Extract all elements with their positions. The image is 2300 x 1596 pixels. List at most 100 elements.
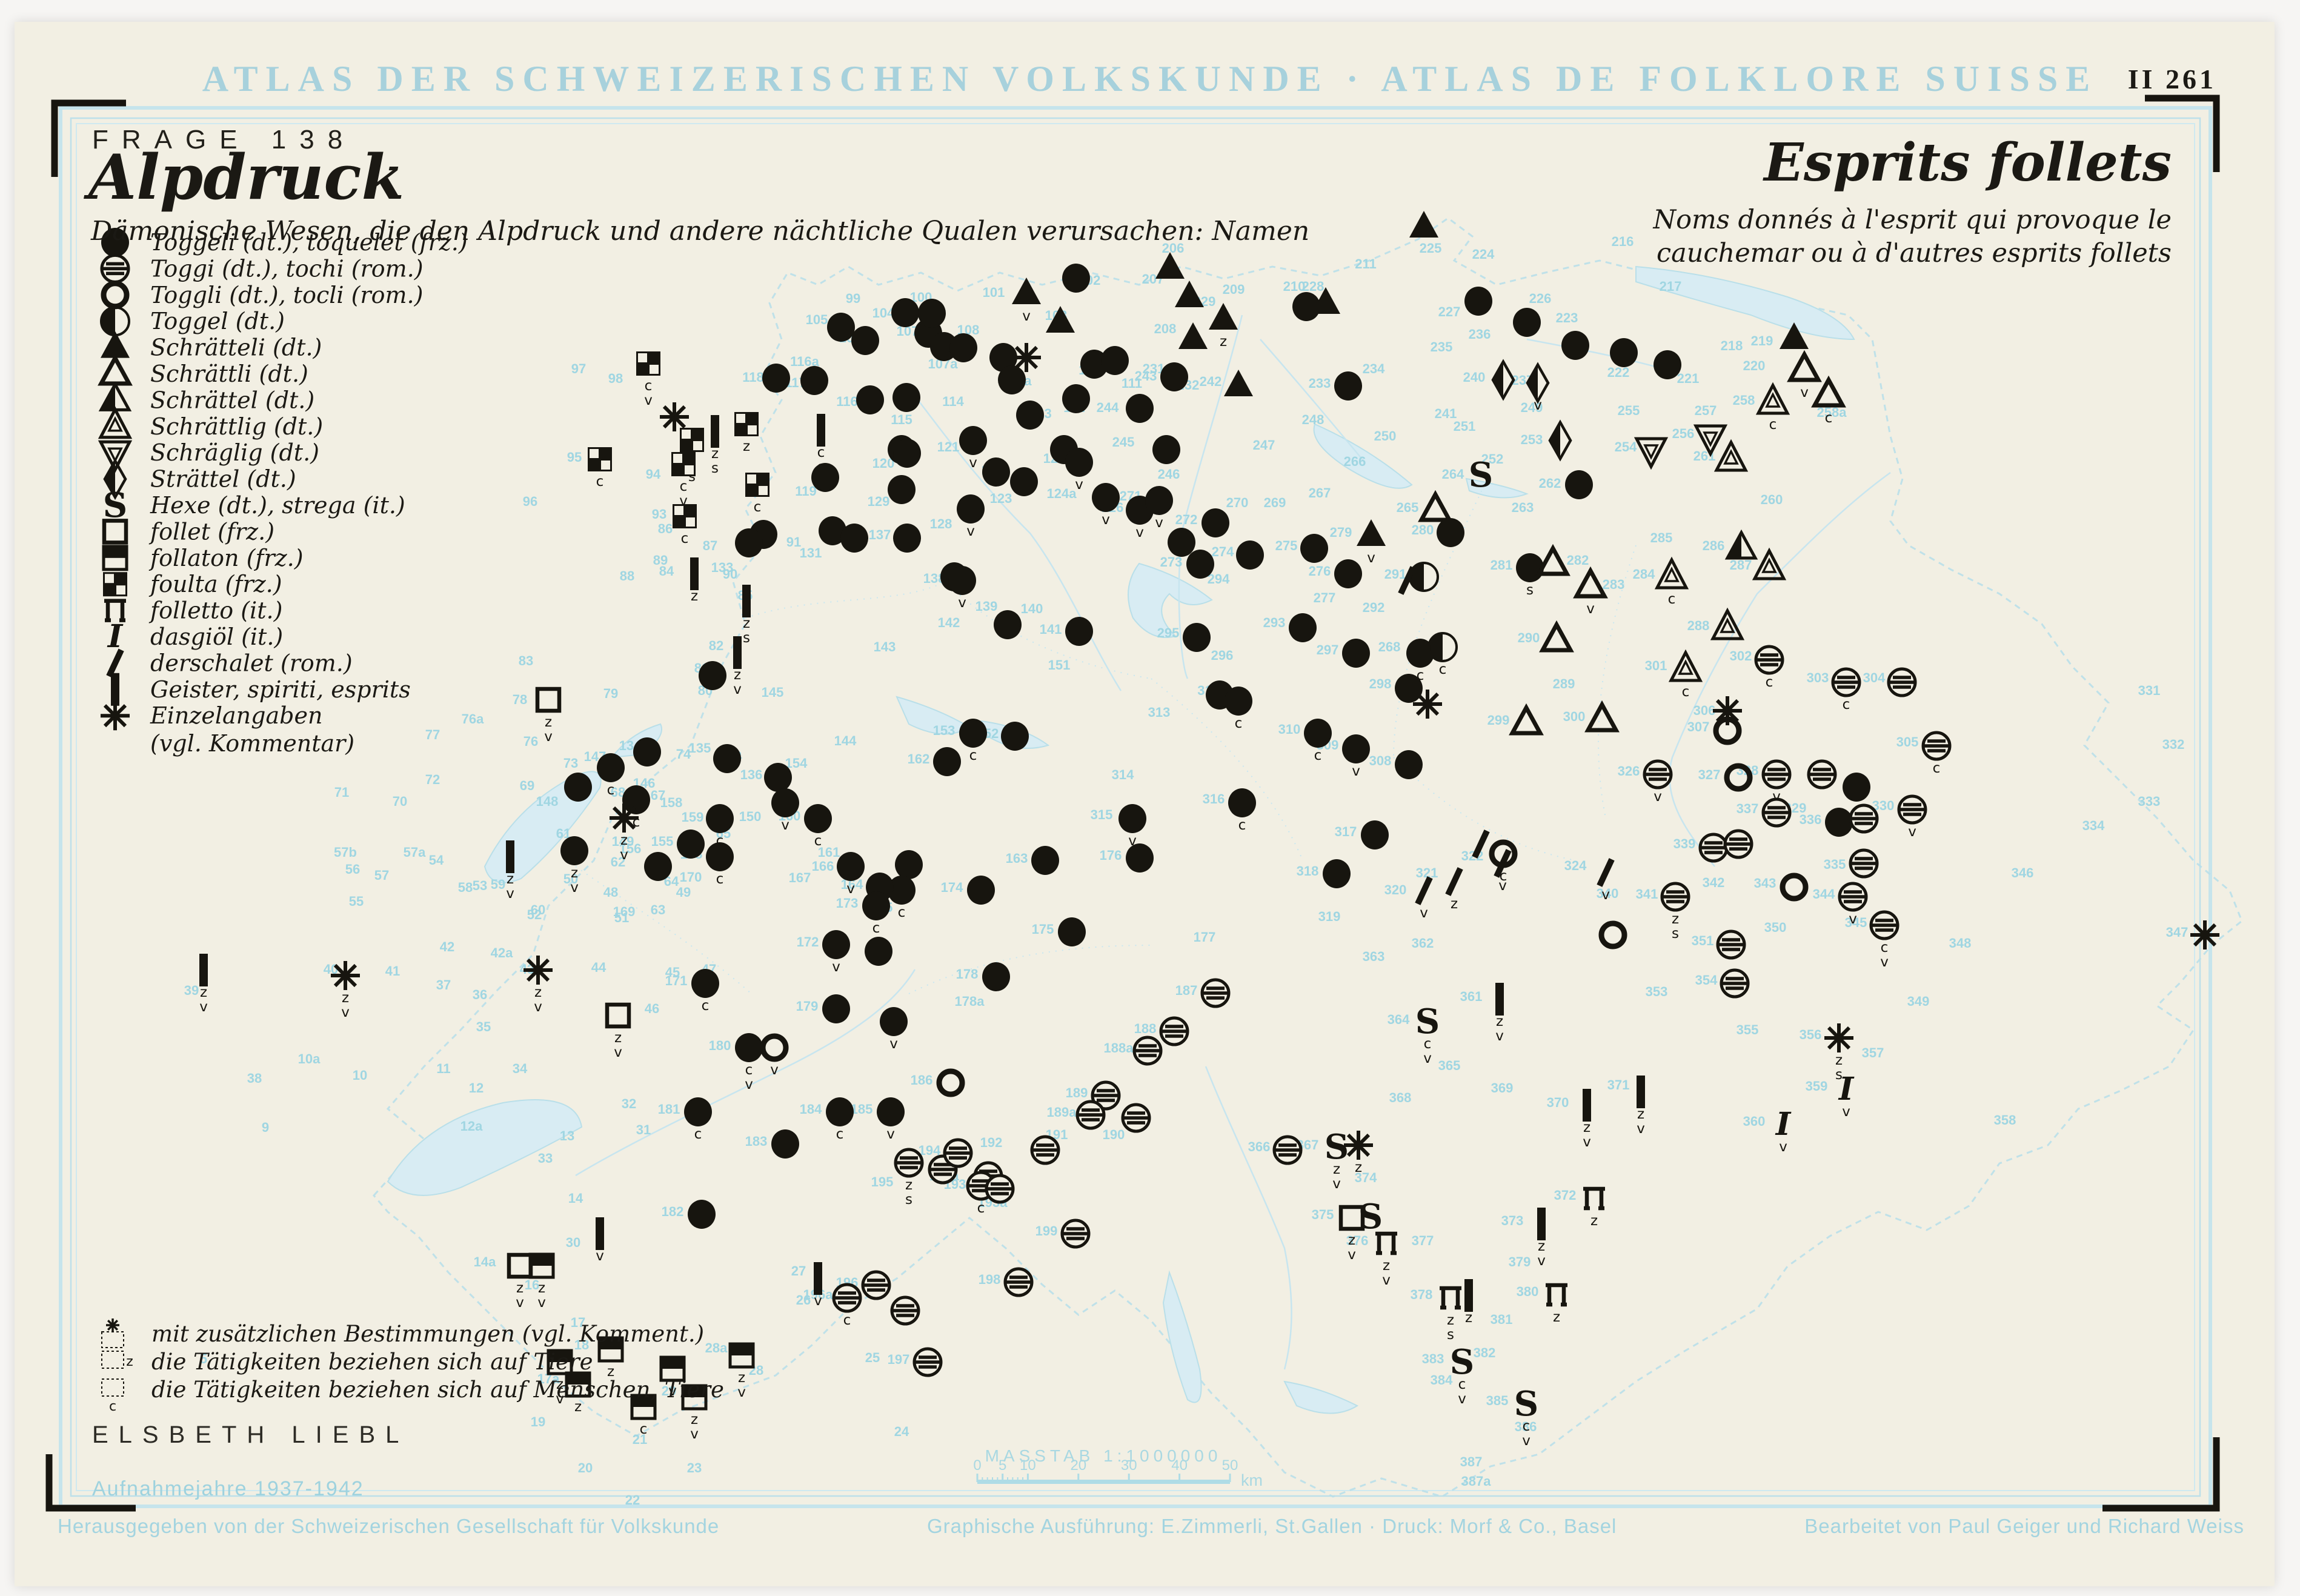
symbol-modifier: z [1553,1309,1560,1325]
map-symbol-sl [1472,830,1490,859]
map-symbol-c [1031,846,1059,875]
author-name: ELSBETH LIEBL [92,1421,410,1448]
region-label-194: 194 [919,1143,941,1158]
map-symbol-c: c [1225,687,1252,731]
legend-label: follet (frz.) [148,518,274,545]
region-label-379: 379 [1509,1254,1531,1269]
legend-symbol-sqq [103,572,127,597]
region-label-169: 169 [613,904,636,919]
symbol-modifier: z [574,1399,582,1415]
scale-tick-label: 40 [1171,1457,1188,1474]
map-symbol-ch [1003,1267,1034,1297]
map-symbol-pi: z [1546,1283,1567,1325]
region-label-53: 53 [473,878,487,893]
map-symbol-sqq: z [734,412,759,454]
region-label-87: 87 [703,538,717,553]
region-label-217: 217 [1660,279,1682,294]
region-label-354: 354 [1695,973,1718,988]
legend-label: follaton (frz.) [148,545,304,571]
region-label-91: 91 [786,534,801,550]
corner-bracket-top-right [2145,95,2220,172]
symbol-modifier: v [570,880,579,896]
map-symbol-b: z [690,557,699,604]
region-label-299: 299 [1487,713,1510,728]
region-label-183: 183 [745,1134,768,1149]
map-symbol-sq: zv [605,1002,631,1060]
symbol-modifier: v [1842,1104,1850,1120]
map-symbol-c: c [706,842,734,887]
map-symbol-sqq: cv [636,351,660,408]
lake [1313,423,1413,489]
region-label-368: 368 [1389,1090,1412,1105]
region-label-181: 181 [658,1102,680,1117]
legend-label: Hexe (dt.), strega (it.) [150,492,405,519]
map-symbol-c [893,439,921,468]
region-label-12: 12 [469,1080,484,1096]
map-symbol-a [660,402,689,431]
map-symbol-pi: zs [1440,1286,1461,1343]
region-label-206: 206 [1162,241,1185,256]
symbol-modifier: v [1022,308,1031,324]
region-label-294: 294 [1208,571,1230,587]
symbol-modifier: z [1451,896,1458,912]
map-symbol-c [895,850,923,879]
map-symbol-c [764,763,792,792]
river [908,387,1122,691]
map-symbol-hc [1409,562,1439,592]
symbol-modifier: v [1135,525,1144,540]
region-label-119: 119 [795,484,817,499]
region-label-331: 331 [2138,683,2161,698]
region-label-105: 105 [806,312,828,327]
any-symbol-box [101,1378,124,1397]
region-label-310: 310 [1278,722,1301,737]
region-label-305: 305 [1896,734,1919,750]
page-title: Alpdruck [88,141,405,214]
legend: Toggeli (dt.), toquelet (frz.)Toggi (dt.… [98,228,468,757]
map-symbol-ch [943,1138,973,1168]
region-label-93: 93 [652,507,666,522]
map-symbol-S: Szv [1324,1127,1349,1192]
map-symbol-c [949,333,977,362]
map-symbol-sqh: z [597,1336,624,1380]
region-label-30: 30 [566,1235,580,1250]
map-symbol-c [982,962,1010,991]
map-symbol-ch: c [1831,667,1861,713]
symbol-modifier: c [754,499,762,515]
map-symbol-b: zv [733,636,742,697]
region-label-343: 343 [1754,876,1777,891]
region-label-369: 369 [1491,1080,1514,1096]
map-symbol-a [1413,690,1442,719]
map-symbol-c [735,528,763,557]
symbol-modifier: v [846,881,855,897]
map-symbol-c [1361,820,1389,850]
legend-symbol-o [101,281,130,310]
canton-boundary [1393,757,1576,861]
map-symbol-t [1224,370,1253,396]
map-symbol-c: c [706,804,734,849]
map-symbol-sqh: zv [547,1349,573,1407]
map-symbol-t: z [1209,303,1238,350]
symbol-modifier: v [341,1005,350,1020]
region-label-135: 135 [689,740,711,756]
symbol-modifier: c [1769,417,1777,433]
map-symbol-c: v [957,494,985,539]
region-label-251: 251 [1454,419,1476,434]
region-label-74: 74 [676,746,691,762]
region-label-166: 166 [812,859,834,874]
map-symbol-c [1058,917,1086,946]
map-symbol-c [1186,550,1214,579]
symbol-modifier: z [743,616,750,631]
legend-label: Geister, spiriti, esprits [150,676,411,703]
map-symbol-S: S [1469,455,1493,495]
region-label-353: 353 [1646,984,1668,999]
region-label-266: 266 [1344,454,1366,469]
region-label-335: 335 [1824,857,1846,872]
region-label-221: 221 [1677,371,1700,386]
region-label-362: 362 [1412,936,1434,951]
map-symbol-d [1491,359,1515,401]
symbol-modifier: z [556,1377,563,1392]
map-symbol-tv [1634,437,1669,470]
symbol-modifier: s [743,630,750,646]
region-label-176: 176 [1100,848,1122,863]
legend-symbol-tv [98,440,133,473]
